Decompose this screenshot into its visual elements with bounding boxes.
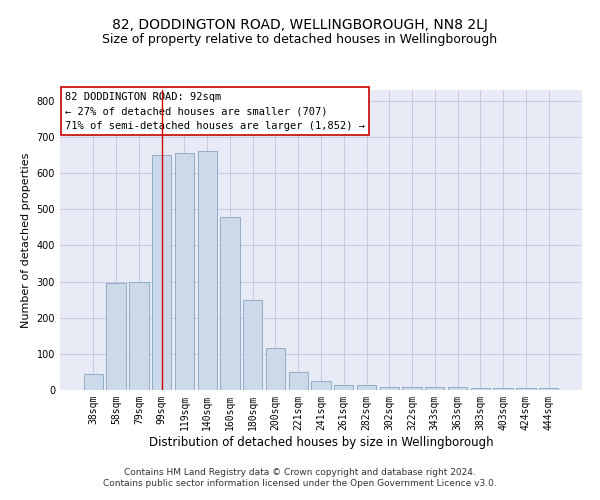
Bar xyxy=(220,217,239,390)
Bar xyxy=(197,152,217,390)
Text: Contains HM Land Registry data © Crown copyright and database right 2024.
Contai: Contains HM Land Registry data © Crown c… xyxy=(103,468,497,487)
Bar xyxy=(266,348,285,390)
Bar xyxy=(243,300,262,390)
Bar xyxy=(425,387,445,390)
Y-axis label: Number of detached properties: Number of detached properties xyxy=(21,152,31,328)
X-axis label: Distribution of detached houses by size in Wellingborough: Distribution of detached houses by size … xyxy=(149,436,493,448)
Bar xyxy=(311,381,331,390)
Bar xyxy=(380,387,399,390)
Text: Size of property relative to detached houses in Wellingborough: Size of property relative to detached ho… xyxy=(103,32,497,46)
Bar xyxy=(493,388,513,390)
Bar xyxy=(516,388,536,390)
Bar xyxy=(106,284,126,390)
Bar xyxy=(175,154,194,390)
Bar xyxy=(448,387,467,390)
Bar xyxy=(539,388,558,390)
Bar xyxy=(334,384,353,390)
Bar xyxy=(84,374,103,390)
Bar xyxy=(357,385,376,390)
Bar xyxy=(403,387,422,390)
Bar xyxy=(129,282,149,390)
Bar xyxy=(152,155,172,390)
Text: 82 DODDINGTON ROAD: 92sqm
← 27% of detached houses are smaller (707)
71% of semi: 82 DODDINGTON ROAD: 92sqm ← 27% of detac… xyxy=(65,92,365,131)
Text: 82, DODDINGTON ROAD, WELLINGBOROUGH, NN8 2LJ: 82, DODDINGTON ROAD, WELLINGBOROUGH, NN8… xyxy=(112,18,488,32)
Bar xyxy=(470,388,490,390)
Bar xyxy=(289,372,308,390)
